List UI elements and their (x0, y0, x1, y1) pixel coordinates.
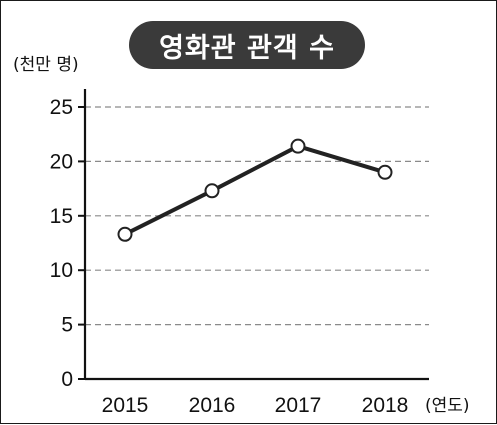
y-tick-label-15: 15 (50, 205, 73, 228)
y-tick-label-5: 5 (61, 314, 73, 337)
x-axis-unit-label: (연도) (425, 396, 470, 416)
x-tick-label-2017: 2017 (275, 394, 322, 417)
y-tick-label-25: 25 (50, 96, 73, 119)
chart-title-badge: 영화관 관객 수 (129, 21, 365, 69)
y-tick-label-10: 10 (50, 259, 73, 282)
x-tick-label-2016: 2016 (189, 394, 236, 417)
data-point-2018 (377, 164, 393, 180)
series-line (123, 144, 387, 237)
data-point-2017 (290, 138, 306, 154)
x-tick-label-2015: 2015 (102, 394, 149, 417)
chart-title: 영화관 관객 수 (159, 32, 335, 64)
y-tick-label-0: 0 (61, 368, 73, 391)
data-point-2016 (204, 183, 220, 199)
y-tick-label-20: 20 (50, 150, 73, 173)
x-tick-label-2018: 2018 (362, 394, 409, 417)
data-point-2015 (117, 226, 133, 242)
y-axis-unit-label: (천만 명) (13, 55, 79, 75)
